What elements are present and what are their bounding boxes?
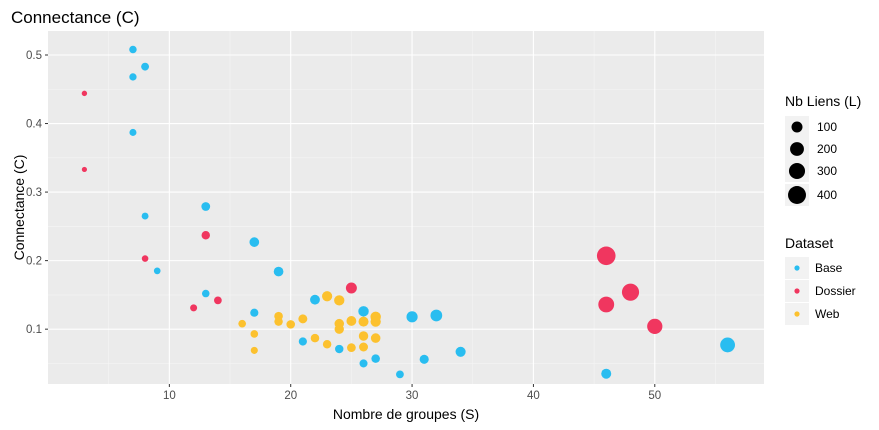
size-legend-dot	[790, 142, 804, 156]
point-web	[238, 319, 247, 328]
point-web	[370, 316, 381, 327]
x-tick-label: 10	[163, 390, 176, 402]
point-base	[335, 344, 344, 354]
y-tick-label: 0.3	[26, 187, 42, 199]
point-web	[322, 340, 332, 349]
chart-title: Connectance (C)	[11, 8, 140, 27]
size-legend-dot	[788, 186, 806, 204]
y-tick-label: 0.4	[26, 119, 43, 131]
size-legend-label: 400	[817, 188, 837, 202]
point-web	[358, 316, 369, 327]
point-web	[370, 333, 381, 343]
point-web	[334, 324, 344, 334]
point-base	[201, 289, 210, 298]
color-legend: Dataset Base Dossier Web	[785, 235, 856, 325]
point-base	[141, 212, 149, 220]
point-dossier	[598, 296, 615, 313]
size-legend-label: 100	[817, 120, 837, 134]
plot-panel	[48, 31, 764, 384]
x-axis-title: Nombre de groupes (S)	[333, 406, 479, 422]
size-legend-dot	[791, 121, 803, 133]
size-legend-dot	[788, 162, 806, 180]
point-web	[310, 333, 320, 343]
point-base	[358, 306, 369, 317]
point-web	[250, 346, 258, 354]
point-dossier	[621, 283, 640, 301]
point-dossier	[81, 90, 88, 97]
y-tick-label: 0.2	[26, 256, 42, 268]
point-dossier	[596, 246, 616, 266]
point-web	[274, 317, 283, 326]
color-legend-dot-web	[794, 311, 800, 317]
point-base	[129, 73, 137, 81]
x-tick-label: 20	[284, 390, 297, 402]
point-base	[153, 267, 161, 275]
y-tick-label: 0.1	[26, 324, 42, 336]
color-legend-label: Web	[815, 307, 840, 321]
point-base	[371, 354, 380, 363]
point-base	[396, 370, 404, 379]
color-legend-dot-dossier	[794, 288, 800, 294]
point-dossier	[214, 296, 222, 305]
point-web	[358, 331, 369, 341]
point-dossier	[647, 318, 663, 335]
point-web	[298, 314, 308, 324]
color-legend-title: Dataset	[785, 235, 833, 251]
y-axis-ticks: 0.1 0.2 0.3 0.4 0.5	[26, 50, 48, 336]
color-legend-label: Base	[815, 261, 843, 275]
point-dossier	[190, 304, 198, 312]
point-web	[359, 342, 368, 352]
point-base	[720, 337, 736, 353]
point-base	[601, 368, 612, 379]
point-web	[334, 295, 345, 306]
point-dossier	[201, 231, 210, 240]
grid-lines	[48, 31, 764, 384]
y-tick-label: 0.5	[26, 50, 42, 62]
point-dossier	[81, 166, 88, 173]
point-web	[347, 343, 356, 353]
x-axis-ticks: 10 20 30 40 50	[163, 384, 661, 402]
point-base	[310, 294, 320, 305]
x-tick-label: 30	[406, 390, 419, 402]
point-base	[455, 346, 466, 357]
point-base	[250, 308, 259, 317]
point-base	[406, 311, 418, 323]
y-axis-title: Connectance (C)	[11, 155, 27, 261]
x-tick-label: 50	[648, 390, 661, 402]
data-points	[81, 45, 736, 379]
point-base	[201, 202, 211, 211]
point-base	[129, 128, 137, 136]
point-base	[359, 359, 368, 368]
point-web	[322, 291, 333, 302]
size-legend-label: 200	[817, 142, 837, 156]
point-web	[346, 316, 357, 326]
point-web	[286, 320, 296, 329]
point-web	[250, 330, 259, 338]
size-legend: Nb Liens (L) 100 200 300 400	[785, 93, 861, 206]
size-legend-title: Nb Liens (L)	[785, 93, 861, 109]
point-base	[129, 45, 137, 54]
size-legend-label: 300	[817, 164, 837, 178]
point-dossier	[345, 282, 357, 294]
point-base	[273, 266, 284, 277]
point-base	[298, 337, 307, 346]
point-base	[419, 354, 429, 364]
color-legend-label: Dossier	[815, 284, 856, 298]
point-base	[249, 237, 260, 247]
color-legend-dot-base	[794, 265, 800, 271]
point-base	[141, 62, 150, 71]
x-tick-label: 40	[527, 390, 540, 402]
point-base	[430, 309, 443, 322]
point-dossier	[141, 255, 149, 262]
